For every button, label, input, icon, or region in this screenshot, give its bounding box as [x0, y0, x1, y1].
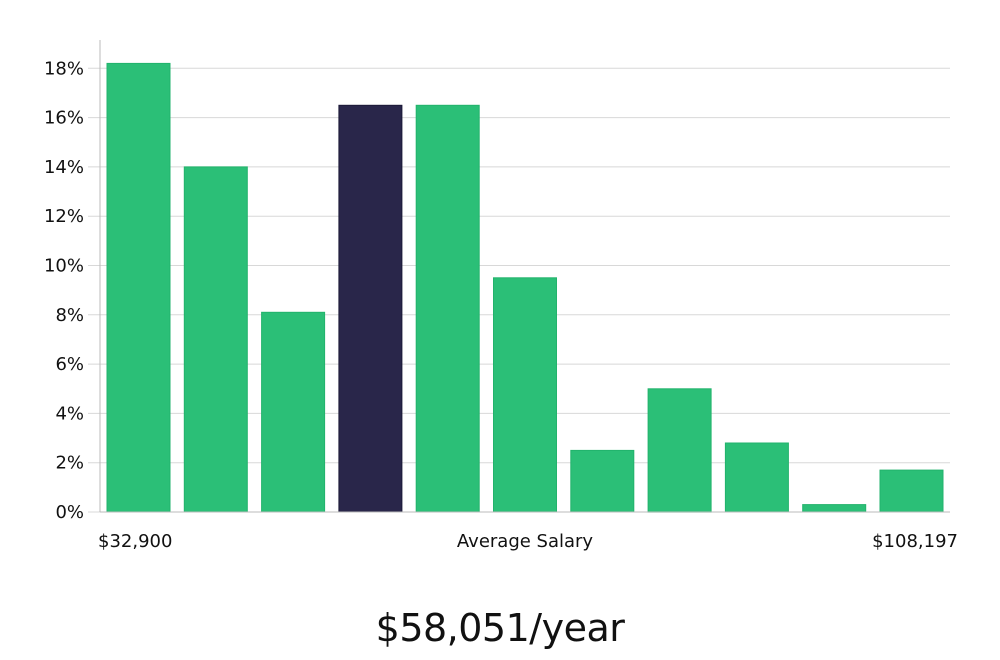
x-max-label: $108,197: [872, 531, 958, 552]
bar: [879, 469, 944, 513]
y-tick-label: 16%: [44, 108, 84, 129]
bar: [647, 388, 712, 513]
average-salary-value: $58,051/year: [375, 606, 625, 650]
bar: [724, 442, 789, 513]
bar: [261, 311, 326, 513]
bar: [570, 449, 635, 513]
y-tick-label: 4%: [55, 403, 84, 424]
bar: [802, 504, 867, 513]
y-axis-ticks: 0% 2% 4% 6% 8% 10% 12% 14% 16% 18%: [44, 58, 84, 523]
bars: [106, 62, 944, 513]
bar: [415, 104, 480, 513]
bar: [183, 166, 248, 513]
y-tick-label: 18%: [44, 58, 84, 79]
bar-highlight-average: [338, 104, 403, 513]
bar: [493, 277, 557, 513]
bar: [106, 62, 171, 513]
y-tick-label: 0%: [55, 502, 84, 523]
y-tick-label: 14%: [44, 157, 84, 178]
y-tick-label: 6%: [55, 354, 84, 375]
x-axis-label: Average Salary: [457, 531, 594, 552]
y-tick-label: 10%: [44, 256, 84, 277]
y-tick-label: 8%: [55, 305, 84, 326]
y-tick-label: 12%: [44, 206, 84, 227]
salary-histogram-chart: 0% 2% 4% 6% 8% 10% 12% 14% 16% 18% $32,900 Averag…: [44, 40, 958, 552]
x-min-label: $32,900: [98, 531, 172, 552]
y-tick-label: 2%: [55, 453, 84, 474]
